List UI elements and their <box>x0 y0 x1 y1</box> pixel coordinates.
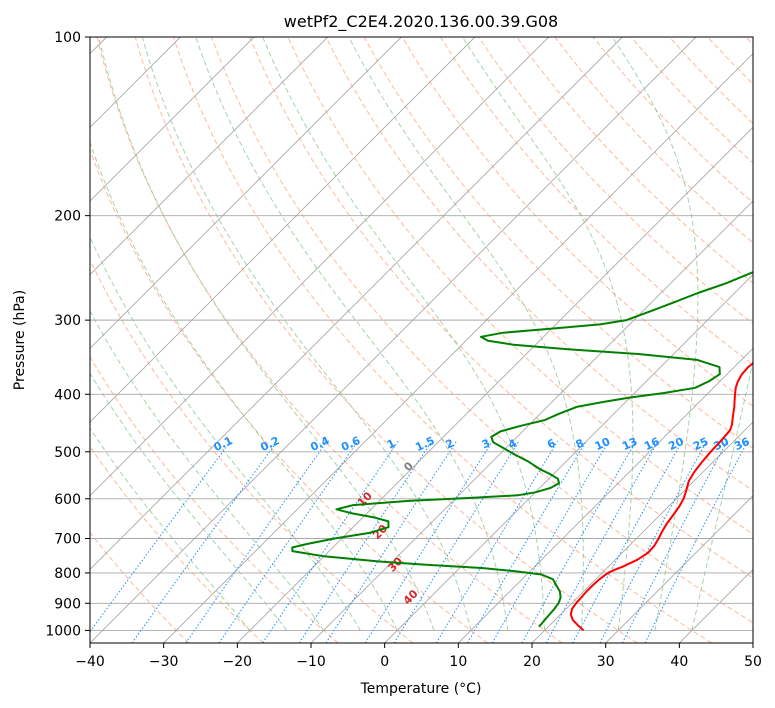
isotherm-line <box>310 200 753 643</box>
x-tick-label: −30 <box>149 654 179 670</box>
x-tick-label: 40 <box>670 654 688 670</box>
y-tick-label: 500 <box>54 445 81 461</box>
isotherm-line <box>90 37 549 497</box>
x-tick-label: −40 <box>75 654 105 670</box>
mixing-ratio-label: 25 <box>691 435 710 453</box>
mixing-ratio-label: 36 <box>732 435 752 453</box>
isotherm-line <box>90 37 255 202</box>
mixing-ratio-lines <box>90 440 749 643</box>
moist-adiabat <box>611 37 699 631</box>
isotherm-line <box>90 37 328 276</box>
dry-adiabat <box>90 445 264 643</box>
mixing-ratio-line <box>325 441 457 643</box>
y-axis-label: Pressure (hPa) <box>12 290 28 390</box>
pressure-gridlines <box>90 37 753 631</box>
x-axis-ticks: −40 −30 −20 −10 0 10 20 30 40 50 <box>75 643 762 670</box>
y-tick-label: 900 <box>54 596 81 612</box>
dry-adiabats <box>90 37 753 643</box>
mixing-ratio-line <box>185 441 328 643</box>
mixing-ratio-line <box>491 441 610 643</box>
y-tick-label: 400 <box>54 387 81 403</box>
mixing-ratio-line <box>393 441 520 643</box>
mixing-ratio-line <box>298 441 433 643</box>
y-tick-label: 100 <box>54 30 81 46</box>
x-tick-label: 30 <box>597 654 615 670</box>
dry-adiabat <box>516 37 753 284</box>
mixing-ratio-line <box>262 441 399 643</box>
dry-adiabat <box>211 37 753 624</box>
isotherm-line <box>237 126 753 643</box>
dry-adiabat <box>172 37 712 643</box>
moist-adiabat <box>141 37 472 631</box>
mixing-ratio-label: 13 <box>620 435 639 453</box>
isotherm-line <box>384 274 753 643</box>
plot-frame <box>89 36 754 644</box>
mixing-ratio-line <box>218 441 359 643</box>
isotherm-line <box>90 37 697 643</box>
isotherm-line <box>90 37 402 349</box>
isotherm-line <box>458 347 753 643</box>
moist-adiabat <box>195 37 509 631</box>
moist-adiabat <box>90 235 361 631</box>
y-tick-label: 800 <box>54 566 81 582</box>
y-tick-label: 300 <box>54 313 81 329</box>
dewpoint-line <box>291 271 753 628</box>
mixing-ratio-label: 20 <box>666 435 686 453</box>
mixing-ratio-line <box>435 441 559 643</box>
moist-adiabat <box>90 309 324 631</box>
x-tick-label: 20 <box>523 654 541 670</box>
temperature-line <box>569 361 753 632</box>
mixing-ratio-line <box>467 441 587 643</box>
y-tick-label: 200 <box>54 209 81 225</box>
mixing-ratio-label: 16 <box>642 435 662 453</box>
dry-adiabat <box>249 37 753 579</box>
y-tick-label: 700 <box>54 532 81 548</box>
dry-adiabat <box>96 37 563 643</box>
y-tick-label: 1000 <box>45 623 81 639</box>
mixing-ratio-line <box>364 441 493 643</box>
x-tick-label: −20 <box>223 654 253 670</box>
isotherm-line <box>605 495 753 643</box>
x-tick-label: −10 <box>296 654 326 670</box>
mixing-ratio-line <box>90 440 231 633</box>
chart-title: wetPf2_C2E4.2020.136.00.39.G08 <box>284 12 558 32</box>
isotherm-line <box>90 37 623 570</box>
isotherm-line <box>531 421 753 643</box>
mixing-ratio-label: 30 <box>712 435 732 453</box>
x-tick-label: 0 <box>380 654 389 670</box>
dry-adiabat <box>134 37 638 643</box>
mixing-ratio-line <box>599 441 708 643</box>
skewed-isotherms <box>90 37 753 643</box>
x-tick-label: 10 <box>449 654 467 670</box>
moist-adiabat <box>90 140 398 631</box>
isotherm-line <box>90 37 476 423</box>
moist-adiabat <box>691 358 753 631</box>
y-axis-ticks: 100 200 300 400 500 600 700 800 900 1000 <box>45 30 90 639</box>
dry-adiabat <box>401 37 753 407</box>
mixing-ratio-label: 10 <box>593 435 613 453</box>
moist-adiabat <box>262 37 546 631</box>
dry-adiabat <box>325 37 753 492</box>
dry-adiabat <box>90 355 339 643</box>
x-tick-label: 50 <box>744 654 762 670</box>
isotherm-line <box>163 53 753 643</box>
y-tick-label: 600 <box>54 492 81 508</box>
dry-adiabat <box>90 148 488 643</box>
moist-adiabat <box>98 37 435 631</box>
moist-adiabat <box>348 37 584 631</box>
mixing-ratio-line <box>621 441 728 643</box>
profile-series <box>291 271 753 632</box>
mixing-ratio-line <box>572 441 683 643</box>
dry-adiabat <box>439 37 753 366</box>
dry-adiabat <box>90 531 190 643</box>
x-axis-label: Temperature (°C) <box>360 681 482 697</box>
